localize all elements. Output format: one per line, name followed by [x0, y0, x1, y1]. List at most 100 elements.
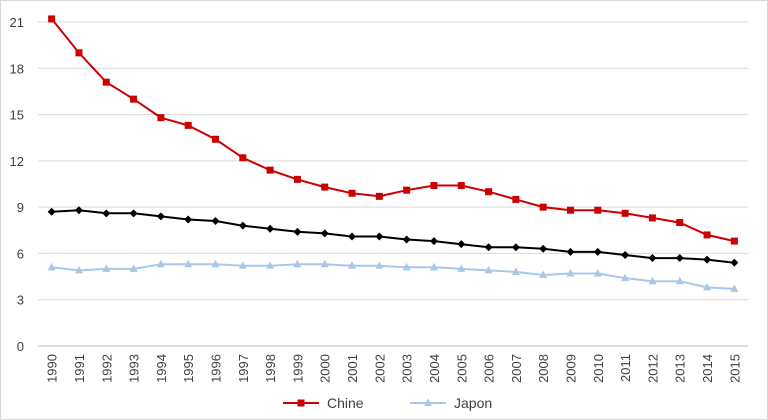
data-point [676, 219, 684, 227]
data-point [184, 259, 193, 268]
data-point [621, 209, 629, 217]
data-point [566, 268, 575, 277]
legend: Chine Japon [283, 395, 492, 411]
data-point [730, 258, 739, 267]
legend-item: Chine [283, 395, 364, 411]
y-tick-label: 0 [17, 339, 24, 354]
data-point [266, 224, 275, 233]
data-point [648, 214, 656, 222]
legend-item: Japon [410, 395, 492, 411]
data-point [293, 175, 301, 183]
data-point [102, 78, 110, 86]
x-tick-label: 2005 [454, 354, 469, 383]
data-point [156, 259, 165, 268]
y-tick-label: 15 [10, 108, 24, 123]
series-line [51, 209, 735, 264]
data-point [348, 261, 357, 269]
data-point [730, 284, 739, 292]
x-tick-label: 1996 [209, 354, 224, 383]
data-point [157, 114, 165, 122]
data-point [457, 240, 466, 249]
data-point [703, 282, 712, 291]
data-point [730, 237, 738, 245]
x-tick-label: 2011 [618, 354, 633, 382]
data-point [48, 15, 56, 23]
y-tick-label: 9 [17, 200, 24, 215]
data-point [239, 154, 247, 162]
data-point [266, 166, 274, 174]
data-point [594, 206, 602, 214]
data-point [129, 209, 138, 218]
x-tick-label: 2012 [645, 354, 660, 383]
series-line [50, 18, 735, 243]
data-point [593, 247, 602, 256]
data-point [320, 229, 329, 238]
x-tick-label: 1995 [181, 354, 196, 383]
data-point [184, 215, 193, 224]
data-point [321, 183, 329, 191]
data-point [375, 232, 384, 241]
x-tick-label: 2002 [372, 354, 387, 383]
x-tick-label: 2003 [400, 354, 415, 383]
x-tick-label: 1994 [154, 354, 169, 383]
x-tick-label: 2004 [427, 354, 442, 383]
data-point [211, 217, 220, 226]
y-tick-label: 6 [17, 246, 24, 261]
data-point [75, 49, 83, 57]
data-point [675, 276, 684, 285]
data-point [648, 276, 657, 285]
gridlines [38, 21, 748, 347]
x-tick-label: 2008 [536, 354, 551, 383]
data-point [703, 255, 712, 264]
series-line [51, 263, 735, 290]
data-point [102, 264, 111, 272]
data-point [429, 262, 438, 271]
legend-marker [297, 399, 305, 407]
data-point [621, 273, 630, 282]
data-point [566, 247, 575, 256]
x-tick-label: 2006 [482, 354, 497, 383]
data-point [375, 192, 383, 200]
x-tick-label: 1990 [45, 354, 60, 383]
data-point [484, 243, 493, 252]
x-tick-label: 2000 [318, 354, 333, 383]
x-tick-label: 1991 [72, 354, 87, 383]
data-point [512, 195, 520, 203]
data-point [511, 267, 520, 275]
x-tick-label: 2014 [700, 354, 715, 383]
x-tick-label: 2009 [564, 354, 579, 383]
data-point [375, 261, 384, 269]
data-point [130, 95, 138, 103]
data-point [156, 212, 165, 221]
data-point [403, 186, 411, 194]
data-point [74, 206, 83, 215]
x-tick-label: 2001 [345, 354, 360, 383]
data-point [539, 270, 548, 279]
series-1 [48, 15, 738, 245]
data-point [457, 182, 465, 190]
data-point [429, 237, 438, 246]
data-point [457, 264, 466, 272]
series-layer [47, 15, 739, 292]
data-point [320, 259, 329, 268]
data-point [593, 268, 602, 277]
data-point [402, 235, 411, 244]
data-point [621, 250, 630, 259]
series-2 [47, 206, 739, 267]
data-point [539, 203, 547, 211]
data-point [511, 243, 520, 252]
y-axis-ticks: 0 3 6 9 12 15 18 21 [10, 15, 24, 354]
data-point [430, 182, 438, 190]
data-point [703, 231, 711, 239]
series-3 [47, 259, 739, 292]
data-point [212, 135, 219, 143]
data-point [484, 265, 493, 274]
data-point [238, 221, 247, 230]
y-tick-label: 18 [10, 61, 24, 76]
data-point [184, 121, 192, 129]
x-tick-label: 2007 [509, 354, 524, 383]
data-point [539, 244, 548, 253]
x-tick-label: 1993 [127, 354, 142, 383]
legend-label: Chine [327, 395, 364, 411]
data-point [293, 227, 302, 236]
